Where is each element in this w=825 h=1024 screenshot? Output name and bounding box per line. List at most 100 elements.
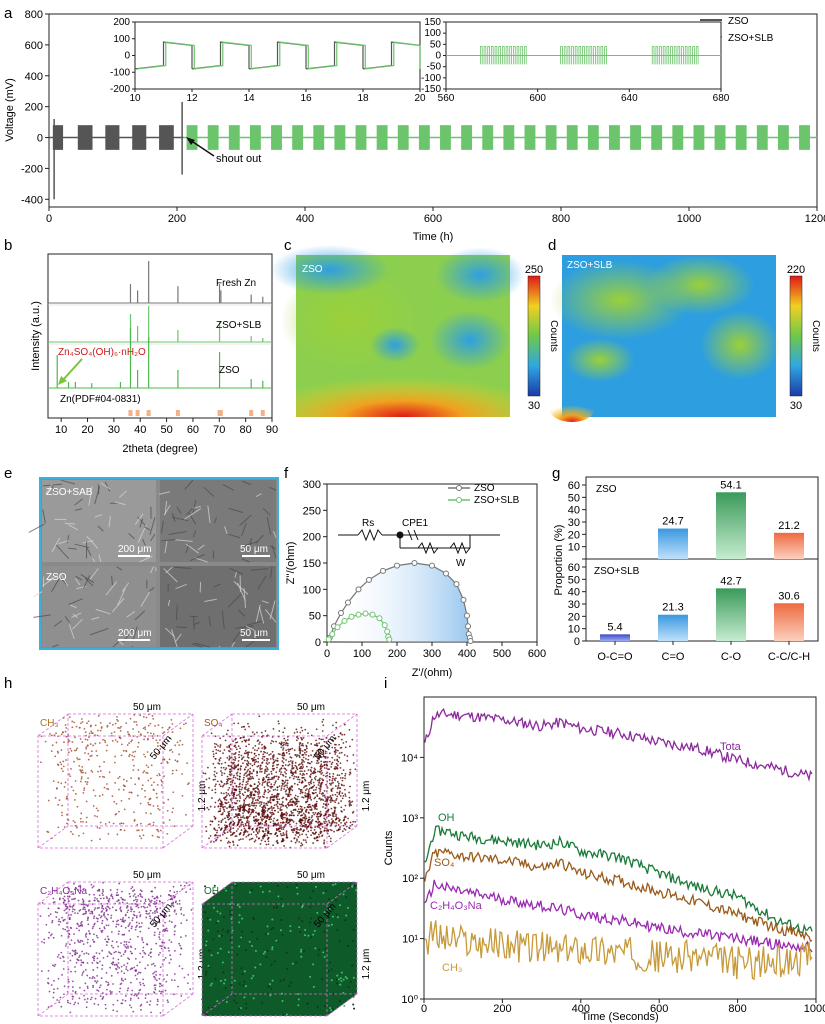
ion-dot <box>52 780 55 783</box>
ion-dot <box>330 790 333 792</box>
ion-dot <box>261 822 264 825</box>
sem-texture-stroke <box>174 539 193 542</box>
ion-dot <box>131 886 134 888</box>
ion-dot <box>219 805 222 808</box>
ion-dot <box>209 823 212 826</box>
zso-cycle-block <box>105 125 120 150</box>
ion-dot <box>145 771 148 774</box>
ion-dot <box>244 791 246 794</box>
pdf-reference-peak <box>146 410 151 416</box>
ion-dot <box>337 802 340 805</box>
ion-dot <box>190 908 193 911</box>
ion-dot <box>228 794 231 797</box>
sem-texture-stroke <box>126 611 136 618</box>
ion-dot <box>50 750 53 752</box>
ion-dot <box>143 753 145 756</box>
ion-dot <box>302 776 305 779</box>
ion-dot <box>348 791 350 794</box>
ion-dot <box>68 980 70 983</box>
ion-dot <box>304 819 307 822</box>
ion-dot <box>251 731 254 734</box>
ion-dot <box>299 808 302 810</box>
ion-dot <box>296 838 298 841</box>
ion-dot <box>80 959 82 962</box>
ion-dot <box>326 764 329 767</box>
ion-dot <box>335 721 338 724</box>
i-ytick-label: 10¹ <box>402 934 418 946</box>
ion-dot <box>349 821 352 824</box>
ion-dot <box>280 787 283 790</box>
ion-dot <box>59 761 62 764</box>
ion-dot <box>73 798 76 801</box>
ion-dot <box>73 760 75 763</box>
ion-dot <box>107 938 110 940</box>
ion-dot <box>239 838 242 841</box>
ion-dot <box>227 750 230 752</box>
ion-dot <box>131 925 133 928</box>
g-ytick-label: 50 <box>568 492 580 504</box>
ion-dot <box>251 764 254 767</box>
panel-a-traces <box>49 102 817 200</box>
nyquist-point <box>348 613 355 620</box>
ion-dot <box>220 792 223 794</box>
ion-dot <box>244 740 247 743</box>
ion-dot <box>235 737 237 740</box>
ion-dot <box>300 738 303 740</box>
a-xtick-label: 800 <box>552 213 570 225</box>
bar-C=O <box>658 528 688 559</box>
ion-dot <box>321 835 323 837</box>
ion-dot <box>283 833 286 836</box>
ion-dot <box>96 754 99 757</box>
circuit-label-rs: Rs <box>362 518 374 529</box>
ion-dot <box>271 736 274 738</box>
ion-dot <box>153 931 156 934</box>
inset2-xtick-label: 600 <box>529 93 546 104</box>
ion-dot <box>238 839 240 841</box>
ion-dot <box>346 759 349 762</box>
oh-texture-dot <box>229 910 232 913</box>
ion-dot <box>351 738 354 741</box>
ion-dot <box>280 828 283 830</box>
ion-dot <box>98 894 101 897</box>
ion-dot <box>250 837 253 840</box>
a-ytick-label: 400 <box>25 71 43 83</box>
sem-texture-stroke <box>165 566 173 574</box>
oh-texture-dot <box>254 949 257 952</box>
ion-dot <box>52 897 55 900</box>
oh-texture-dot <box>243 970 246 973</box>
sem-texture-stroke <box>33 591 43 598</box>
ion-dot <box>158 990 161 993</box>
ion-dot <box>336 755 339 758</box>
ion-dot <box>115 941 118 943</box>
circuit-node <box>396 531 404 539</box>
ion-dot <box>247 722 249 725</box>
ion-dot <box>281 811 283 814</box>
ion-dot <box>305 808 308 811</box>
ion-dot <box>288 814 291 817</box>
ion-dot <box>301 758 303 761</box>
ion-dot <box>337 784 340 787</box>
ion-dot <box>91 939 94 941</box>
ion-dot <box>61 955 64 958</box>
ion-dot <box>140 837 143 840</box>
ion-dot <box>283 785 286 788</box>
colorbar-d-title: Counts <box>810 320 821 352</box>
ion-dot <box>82 901 85 904</box>
ion-dot <box>139 900 142 902</box>
ion-dot <box>55 741 58 744</box>
sem-texture-stroke <box>176 626 188 629</box>
ion-dot <box>163 912 166 915</box>
ion-dot <box>101 964 104 967</box>
ion-dot <box>55 787 58 790</box>
sem-texture-stroke <box>171 628 178 648</box>
ion-dot <box>290 840 293 843</box>
ion-dot <box>286 744 289 747</box>
ion-dot <box>144 795 147 798</box>
ion-dot <box>278 770 281 773</box>
ion-dot <box>106 744 109 747</box>
oh-texture-dot <box>216 951 219 954</box>
ion-dot <box>274 780 277 783</box>
ion-dot <box>104 1007 107 1010</box>
ion-dot <box>218 783 221 786</box>
ion-dot <box>240 758 243 761</box>
